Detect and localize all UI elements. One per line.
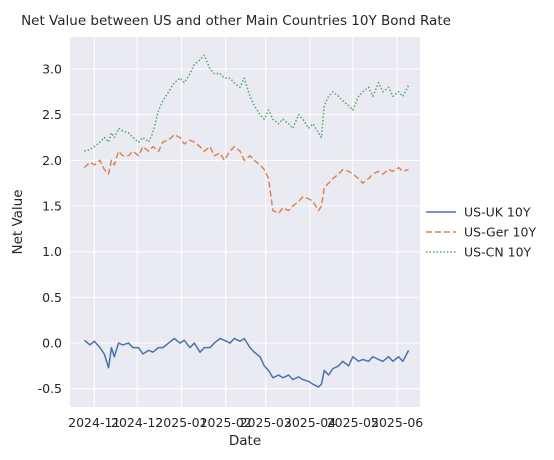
y-tick-label: 1.5 <box>42 199 62 214</box>
x-tick-label: 2025-06 <box>371 415 423 430</box>
y-tick-label: -0.5 <box>38 381 62 396</box>
y-tick-label: 2.5 <box>42 107 62 122</box>
series-line-us-cn-10y <box>84 54 410 152</box>
legend-label: US-UK 10Y <box>464 205 531 220</box>
series-line-us-uk-10y <box>83 337 410 388</box>
legend: US-UK 10Y US-Ger 10Y US-CN 10Y <box>426 205 536 260</box>
y-axis-label: Net Value <box>10 189 26 254</box>
y-tick-label: 0.0 <box>42 336 62 351</box>
x-tick-label: 2025-03 <box>240 415 292 430</box>
y-axis-ticks: -0.5 0.0 0.5 1.0 1.5 2.0 2.5 3.0 <box>38 61 62 396</box>
x-tick-label: 2024-11 <box>68 415 120 430</box>
series-layer <box>83 54 410 388</box>
chart-title: Net Value between US and other Main Coun… <box>21 13 451 29</box>
x-axis-ticks: 2024-112024-122025-012025-022025-032025-… <box>68 415 423 430</box>
y-tick-label: 3.0 <box>42 61 62 76</box>
y-tick-label: 0.5 <box>42 290 62 305</box>
x-tick-label: 2024-12 <box>111 415 163 430</box>
x-tick-label: 2025-05 <box>327 415 379 430</box>
x-axis-label: Date <box>229 433 261 449</box>
legend-label: US-CN 10Y <box>464 245 532 260</box>
plot-area <box>70 37 420 407</box>
x-tick-label: 2025-01 <box>155 415 207 430</box>
legend-label: US-Ger 10Y <box>464 225 536 240</box>
x-tick-label: 2025-02 <box>200 415 252 430</box>
y-tick-label: 1.0 <box>42 244 62 259</box>
y-tick-label: 2.0 <box>42 153 62 168</box>
x-tick-label: 2025-04 <box>284 415 336 430</box>
